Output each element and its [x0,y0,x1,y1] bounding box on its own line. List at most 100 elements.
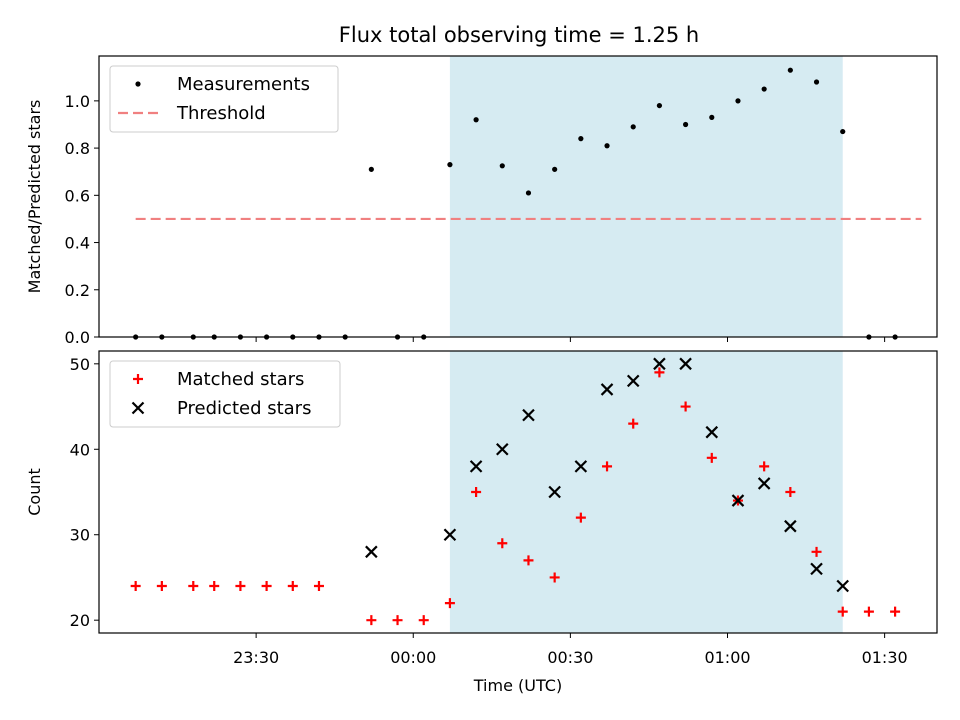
data-point [188,581,199,591]
data-point [447,162,453,168]
data-point [549,572,560,583]
data-point [525,190,532,196]
data-point [497,538,508,549]
data-point [313,581,324,591]
data-point [761,86,767,92]
data-point [471,487,482,497]
legend-entry: Measurements [177,74,310,95]
data-point [811,546,822,557]
shaded-span [449,56,843,337]
data-point [418,615,429,626]
data-point [626,374,640,388]
y-tick-label: 0.4 [65,234,90,253]
data-point [575,512,586,523]
legend-swatch [133,374,143,384]
data-point [209,581,220,591]
data-point [496,442,509,456]
data-point [365,545,378,559]
y-tick-label: 0.2 [65,281,90,300]
x-tick-label: 23:30 [233,648,279,667]
data-point [469,460,483,473]
legend-entry: Matched stars [177,369,304,390]
series-matched-stars [130,367,901,626]
data-point [837,606,848,617]
data-point [368,166,374,172]
data-point [785,487,796,497]
shaded-span [449,351,843,633]
y-tick-label: 0.6 [65,186,90,205]
data-point [552,166,558,172]
bottom-panel-counts: 20 30 40 50 23:30 00:00 00:30 01:00 01:30 Count Ti… [25,350,938,695]
data-point [735,98,741,104]
data-point [810,562,823,576]
data-point [705,425,719,439]
legend-entry: Threshold [176,103,266,124]
data-point [287,581,298,591]
y-tick-label: 1.0 [65,92,90,111]
data-point [130,581,141,591]
data-point [683,121,689,128]
legend-box [109,65,339,133]
y-tick-label: 0.8 [65,139,90,158]
y-tick-label: 40 [70,440,90,459]
legend-swatch [135,81,141,87]
data-point [444,598,455,609]
top-panel-ratio: 0.0 0.2 0.4 0.6 0.8 1.0 Matched/Predicted star… [25,55,938,347]
data-point [680,401,691,412]
x-axis-label: Time (UTC) [473,676,562,695]
data-point [840,128,846,135]
data-point [679,357,692,371]
data-point [784,519,797,533]
data-point [602,461,613,472]
x-tick-label: 01:00 [704,648,750,667]
axes-frame [98,350,938,634]
y-tick-label: 30 [70,526,90,545]
data-point [473,117,479,123]
series-predicted-stars [365,357,850,593]
y-axis-label: Matched/Predicted stars [25,100,44,294]
legend: Measurements Threshold [109,65,339,133]
data-point [392,615,403,626]
data-point [156,581,167,591]
data-point [863,606,874,617]
data-point [578,136,584,142]
x-tick-label: 00:00 [390,648,436,667]
data-point [499,163,505,169]
data-point [522,408,535,422]
legend: Matched stars Predicted stars [109,360,341,428]
axes-frame [98,55,938,338]
x-tick-label: 00:30 [547,648,593,667]
x-tick-label: 01:30 [862,648,908,667]
data-point [787,67,793,73]
data-point [709,114,715,120]
data-point [523,555,534,566]
data-point [574,460,588,473]
data-point [890,606,901,617]
data-point [235,581,246,591]
y-tick-label: 20 [70,611,90,630]
data-point [656,102,663,109]
data-point [443,528,457,542]
data-point [548,485,561,499]
data-point [653,357,666,371]
y-axis-label: Count [25,468,44,516]
data-point [836,579,850,593]
legend-box [109,360,341,428]
data-point [706,452,717,463]
data-point [600,383,614,396]
data-point [759,461,770,472]
data-point [604,143,610,149]
legend-swatch [131,401,145,415]
data-point [366,615,377,626]
data-point [630,124,636,130]
legend-entry: Predicted stars [177,398,311,419]
data-point [261,581,272,591]
data-point [757,477,771,490]
figure-title: Flux total observing time = 1.25 h [339,23,699,47]
data-point [628,418,639,429]
data-point [731,494,745,507]
y-tick-label: 0.0 [65,328,90,347]
data-point [813,79,820,85]
data-point [654,367,665,378]
y-tick-label: 50 [70,355,90,374]
